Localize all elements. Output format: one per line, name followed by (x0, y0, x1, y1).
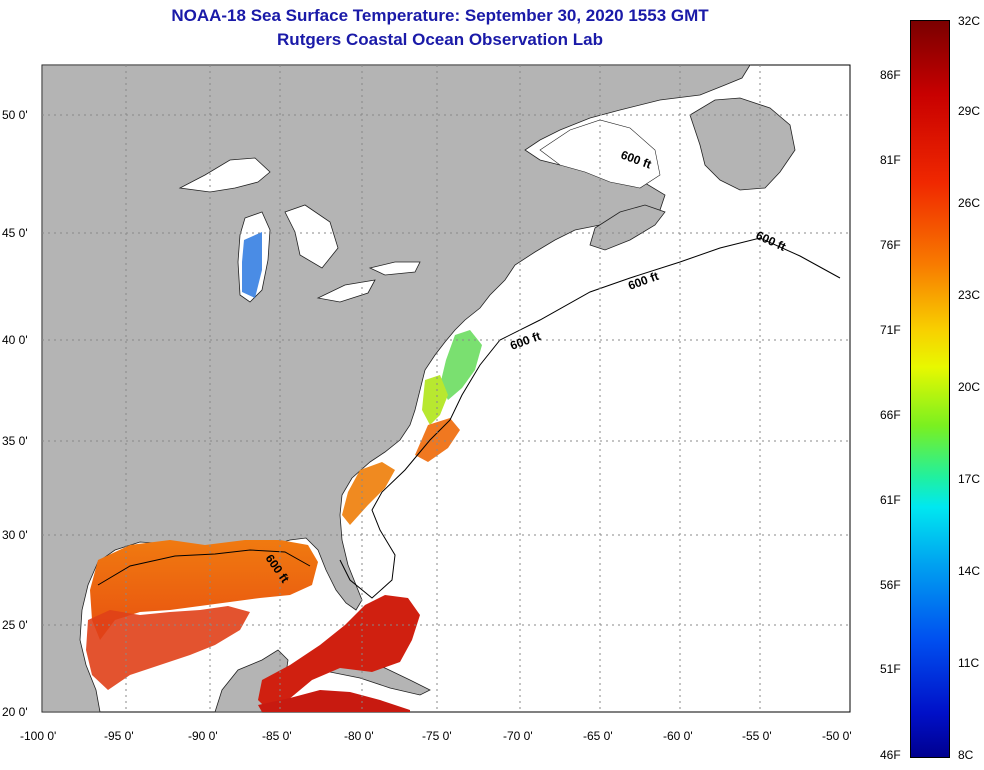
colorbar-fahrenheit-label: 51F (880, 662, 901, 676)
land-newfoundland (689, 97, 796, 191)
lat-tick-label: 40 0' (2, 333, 28, 347)
colorbar-celsius-label: 17C (958, 472, 981, 486)
lon-tick-label: -85 0' (262, 729, 292, 743)
colorbar-celsius-label: 20C (958, 380, 981, 394)
lake-superior (178, 157, 271, 193)
sst-georgia (342, 462, 395, 525)
lon-tick-label: -80 0' (344, 729, 374, 743)
lat-tick-label: 50 0' (2, 108, 28, 122)
lon-tick-label: -90 0' (188, 729, 218, 743)
lat-tick-label: 30 0' (2, 528, 28, 542)
lake-michigan-sst (242, 232, 262, 298)
sst-gulf-north (90, 540, 318, 640)
lon-tick-label: -70 0' (503, 729, 533, 743)
colorbar-fahrenheit-label: 86F (880, 68, 901, 82)
title-line-1: NOAA-18 Sea Surface Temperature: Septemb… (171, 6, 709, 25)
sst-chesapeake (422, 375, 448, 425)
gulf-st-lawrence (539, 119, 661, 189)
lake-ontario (368, 261, 421, 276)
lat-tick-label: 45 0' (2, 226, 28, 240)
lake-huron (284, 204, 339, 269)
colorbar-fahrenheit-label: 76F (880, 238, 901, 252)
temperature-colorbar (910, 20, 950, 758)
lat-tick-label: 35 0' (2, 434, 28, 448)
land-nova-scotia (589, 204, 666, 251)
colorbar-fahrenheit-label: 66F (880, 408, 901, 422)
colorbar-fahrenheit-label: 81F (880, 153, 901, 167)
lake-erie (316, 279, 376, 303)
lat-tick-label: 20 0' (2, 705, 28, 719)
sst-florida-straits (258, 595, 420, 712)
colorbar-fahrenheit-label: 46F (880, 748, 901, 762)
sst-caribbean (258, 690, 410, 712)
colorbar-fahrenheit-label: 61F (880, 493, 901, 507)
sst-gulf-south (86, 606, 250, 690)
grid-lines (42, 65, 850, 712)
lon-tick-label: -50 0' (822, 729, 852, 743)
colorbar-fahrenheit-label: 56F (880, 578, 901, 592)
sst-carolina (415, 418, 460, 462)
lon-tick-label: -60 0' (663, 729, 693, 743)
colorbar-celsius-label: 14C (958, 564, 981, 578)
lon-tick-label: -100 0' (20, 729, 56, 743)
lon-tick-label: -75 0' (422, 729, 452, 743)
lat-tick-label: 25 0' (2, 618, 28, 632)
lon-tick-label: -95 0' (104, 729, 134, 743)
lon-tick-label: -65 0' (583, 729, 613, 743)
contour-600ft (97, 237, 841, 599)
colorbar-celsius-label: 32C (958, 14, 981, 28)
colorbar-celsius-label: 11C (958, 656, 980, 670)
colorbar-celsius-label: 23C (958, 288, 981, 302)
title-line-2: Rutgers Coastal Ocean Observation Lab (277, 30, 603, 49)
lon-tick-label: -55 0' (742, 729, 772, 743)
sst-map: 600 ft 600 ft 600 ft 600 ft 600 ft 50 0'… (2, 64, 852, 743)
sst-mid-atlantic (440, 330, 482, 400)
colorbar-celsius-label: 8C (958, 748, 974, 762)
colorbar-fahrenheit-label: 71F (880, 323, 901, 337)
colorbar-celsius-label: 26C (958, 196, 981, 210)
colorbar-celsius-label: 29C (958, 104, 981, 118)
